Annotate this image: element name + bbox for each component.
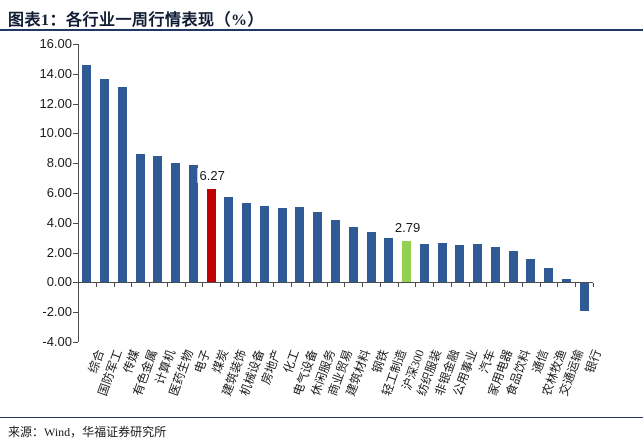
y-axis-tick [73,282,78,284]
x-axis-tick [113,283,115,288]
chart-bar-纺织服装 [419,243,429,283]
x-axis-tick [450,283,452,288]
bar-value-label-煤炭: 6.27 [197,167,227,183]
chart-bar-休闲服务 [313,212,323,283]
chart-bar-医药生物 [171,163,181,283]
chart-bar-通信 [526,258,536,283]
chart-bar-房地产 [259,205,269,283]
x-axis-tick [184,283,186,288]
chart-bar-轻工制造 [384,238,394,283]
x-axis-tick [521,283,523,288]
x-axis-tick [539,283,541,288]
y-axis-tick [73,163,78,165]
y-axis-tick [73,222,78,224]
chart-bar-公用事业 [455,244,465,283]
chart-bar-汽车 [473,243,483,283]
y-axis-label: 8.00 [46,155,72,171]
x-axis-tick [166,283,168,288]
x-axis-tick [149,283,151,288]
x-axis-tick [415,283,417,288]
chart-bar-农林牧渔 [544,268,554,283]
chart-bar-建筑材料 [348,226,358,283]
chart-bar-综合 [82,64,92,283]
x-axis-tick [95,283,97,288]
chart-bar-商业贸易 [331,219,340,283]
chart-title: 图表1：各行业一周行情表现（%） [8,12,265,29]
chart-bar-煤炭 [206,188,216,283]
title-divider [0,29,643,31]
x-axis-tick [557,283,559,288]
y-axis-label: 4.00 [46,214,72,230]
x-axis-tick [308,283,310,288]
y-axis-tick [73,133,78,135]
chart-bar-国防军工 [100,79,110,283]
y-axis-tick [73,342,78,343]
chart-bar-电子 [188,165,198,283]
x-axis-tick [433,283,435,288]
x-axis-tick [593,283,594,288]
chart-bar-建筑装饰 [224,197,234,283]
x-axis-tick [575,283,577,288]
x-axis-tick [362,283,364,288]
y-axis-tick [73,103,78,105]
y-axis-label: 2.00 [46,244,72,260]
x-axis-tick [397,283,399,288]
chart-bar-钢铁 [366,231,376,283]
y-axis [78,44,79,342]
chart-bar-沪深300 [402,240,412,283]
x-axis-tick [486,283,488,288]
y-axis-tick [73,73,78,75]
y-axis-tick [73,193,78,194]
chart-bar-机械设备 [242,202,252,283]
chart-bar-电气设备 [295,207,305,283]
y-axis-label: 12.00 [39,95,72,111]
chart-bar-计算机 [153,155,163,283]
y-axis-label: 6.00 [46,185,72,200]
x-axis-tick [344,283,346,288]
x-axis-tick [273,283,275,288]
footer-divider [0,417,643,418]
source-note: 来源：Wind，华福证券研究所 [8,425,167,439]
x-axis-tick [255,283,257,288]
x-axis-tick [468,283,470,288]
y-axis-tick [73,252,78,254]
chart-bar-有色金属 [135,153,145,283]
chart-bar-传媒 [117,87,127,283]
x-axis-tick [202,283,204,288]
y-axis-label: 14.00 [39,65,72,81]
x-axis-tick [379,283,381,288]
y-axis-label: -2.00 [42,304,72,320]
chart-bar-交通运输 [561,278,571,283]
x-axis-tick [291,283,293,288]
y-axis-label: 16.00 [39,36,72,51]
y-axis-label: -4.00 [42,334,72,349]
y-axis-tick [73,312,78,314]
y-axis-label: 0.00 [46,274,72,290]
bar-value-label-沪深300: 2.79 [392,219,423,235]
x-axis-tick [131,283,133,288]
chart-bar-化工 [277,207,287,283]
x-axis-tick [326,283,328,288]
x-axis-tick [504,283,506,288]
x-axis [78,282,593,284]
chart-bar-家用电器 [490,247,500,283]
y-axis-label: 10.00 [39,125,72,141]
y-axis-tick [73,44,78,45]
chart-bar-非银金融 [437,243,447,283]
x-axis-tick [237,283,239,288]
chart-bar-食品饮料 [508,251,518,283]
x-axis-tick [220,283,222,288]
chart-bar-银行 [579,283,589,312]
